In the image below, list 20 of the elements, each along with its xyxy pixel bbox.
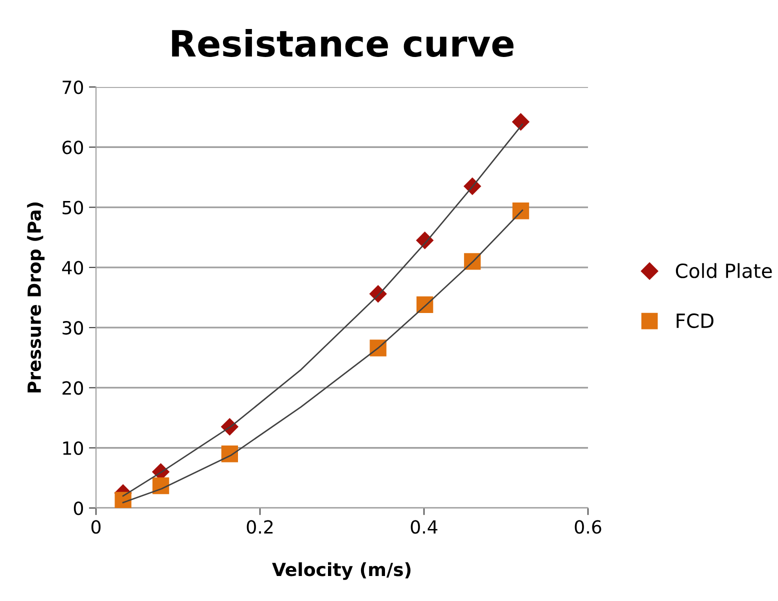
y-axis-title: Pressure Drop (Pa): [27, 202, 45, 392]
point: [512, 113, 530, 131]
x-tick-label: 0.2: [246, 520, 273, 534]
legend-label: Cold Plate: [676, 263, 772, 278]
point: [114, 492, 132, 508]
point: [512, 202, 530, 220]
y-tick-label: 20: [62, 381, 83, 395]
chart-title: Resistance curve: [172, 29, 514, 57]
y-tick-label: 70: [62, 80, 83, 94]
y-tick-label: 50: [62, 200, 83, 214]
x-axis-title: Velocity (m/s): [272, 562, 410, 580]
y-tick-label: 60: [62, 140, 83, 154]
y-tick-label: 10: [63, 441, 83, 455]
y-tick-label: 0: [74, 501, 83, 516]
y-tick-label: 30: [62, 321, 83, 335]
x-tick-label: 0.6: [574, 520, 602, 534]
y-tick-label: 40: [62, 260, 83, 275]
x-tick-label: 0: [91, 520, 101, 534]
x-tick-label: 0.4: [410, 520, 438, 534]
legend-label: FCD: [676, 313, 714, 328]
